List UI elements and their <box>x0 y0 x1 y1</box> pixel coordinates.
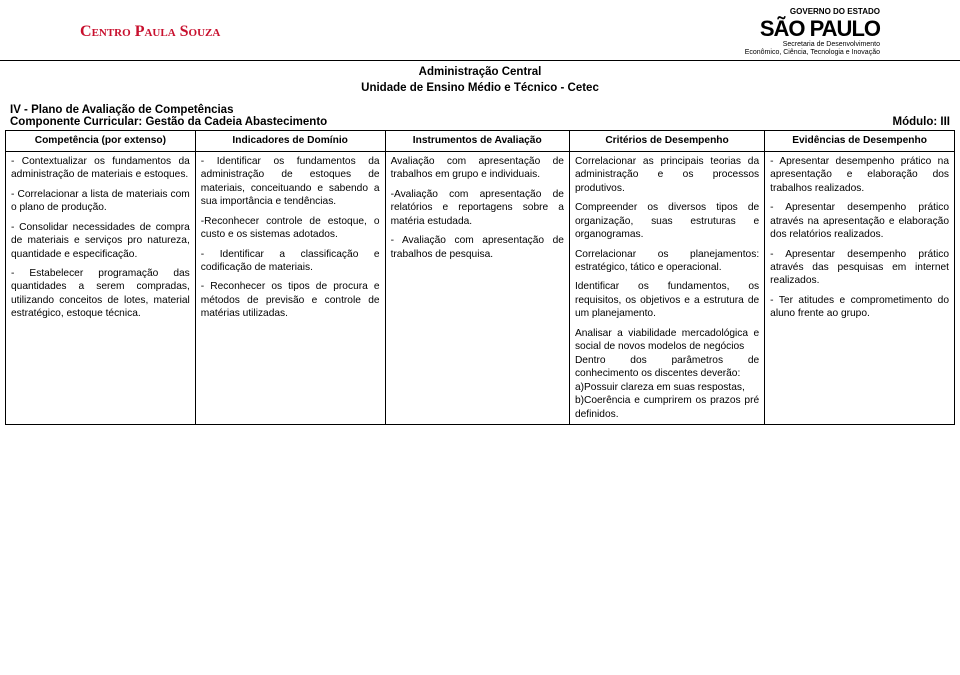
text-block: -Avaliação com apresentação de relatório… <box>391 188 564 228</box>
th-indicadores: Indicadores de Domínio <box>195 131 385 151</box>
text-block: - Correlacionar a lista de materiais com… <box>11 188 190 215</box>
text-block: - Estabelecer programação das quantidade… <box>11 267 190 321</box>
th-evidencias: Evidências de Desempenho <box>765 131 955 151</box>
th-criterios: Critérios de Desempenho <box>569 131 764 151</box>
cell-criterios: Correlacionar as principais teorias da a… <box>569 151 764 424</box>
text-block: - Consolidar necessidades de compra de m… <box>11 221 190 261</box>
logo-left-text: CENTRO PAULA SOUZA <box>80 23 220 40</box>
sp-line: SÃO PAULO <box>745 17 880 41</box>
text-block: b)Coerência e cumprirem os prazos pré de… <box>575 394 759 421</box>
text-block: - Apresentar desempenho prático através … <box>770 201 949 241</box>
text-block: -Reconhecer controle de estoque, o custo… <box>201 215 380 242</box>
module-row: Componente Curricular: Gestão da Cadeia … <box>0 116 960 130</box>
module-left: Componente Curricular: Gestão da Cadeia … <box>10 116 327 128</box>
module-right: Módulo: III <box>893 116 950 128</box>
text-block: - Avaliação com apresentação de trabalho… <box>391 234 564 261</box>
subheader: Administração Central Unidade de Ensino … <box>0 65 960 96</box>
subheader-line1: Administração Central <box>0 65 960 81</box>
text-block: - Ter atitudes e comprometimento do alun… <box>770 294 949 321</box>
section-title: IV - Plano de Avaliação de Competências <box>0 104 960 116</box>
cell-instrumentos: Avaliação com apresentação de trabalhos … <box>385 151 569 424</box>
table-header-row: Competência (por extenso) Indicadores de… <box>6 131 955 151</box>
text-block: - Apresentar desempenho prático na apres… <box>770 155 949 195</box>
text-block: - Identificar a classificação e codifica… <box>201 248 380 275</box>
text-block: Compreender os diversos tipos de organiz… <box>575 201 759 241</box>
th-competencia: Competência (por extenso) <box>6 131 196 151</box>
cell-competencia: - Contextualizar os fundamentos da admin… <box>6 151 196 424</box>
header-logos: CENTRO PAULA SOUZA GOVERNO DO ESTADO SÃO… <box>0 0 960 61</box>
text-block: Dentro dos parâmetros de conhecimento os… <box>575 354 759 381</box>
text-block: Correlacionar os planejamentos: estratég… <box>575 248 759 275</box>
text-block: Identificar os fundamentos, os requisito… <box>575 280 759 320</box>
cell-indicadores: - Identificar os fundamentos da administ… <box>195 151 385 424</box>
cell-evidencias: - Apresentar desempenho prático na apres… <box>765 151 955 424</box>
competencies-table: Competência (por extenso) Indicadores de… <box>5 130 955 425</box>
text-block: Correlacionar as principais teorias da a… <box>575 155 759 195</box>
table-row: - Contextualizar os fundamentos da admin… <box>6 151 955 424</box>
sec-line1: Secretaria de Desenvolvimento <box>745 41 880 49</box>
sec-line2: Econômico, Ciência, Tecnologia e Inovaçã… <box>745 49 880 57</box>
subheader-line2: Unidade de Ensino Médio e Técnico - Cete… <box>0 81 960 97</box>
logo-centro-paula-souza: CENTRO PAULA SOUZA <box>80 23 220 41</box>
text-block: - Reconhecer os tipos de procura e métod… <box>201 280 380 320</box>
text-block: - Apresentar desempenho prático através … <box>770 248 949 288</box>
th-instrumentos: Instrumentos de Avaliação <box>385 131 569 151</box>
text-block: Avaliação com apresentação de trabalhos … <box>391 155 564 182</box>
logo-governo-sp: GOVERNO DO ESTADO SÃO PAULO Secretaria d… <box>745 8 880 56</box>
text-block: - Contextualizar os fundamentos da admin… <box>11 155 190 182</box>
text-block: Analisar a viabilidade mercadológica e s… <box>575 327 759 354</box>
text-block: - Identificar os fundamentos da administ… <box>201 155 380 209</box>
text-block: a)Possuir clareza em suas respostas, <box>575 381 759 394</box>
